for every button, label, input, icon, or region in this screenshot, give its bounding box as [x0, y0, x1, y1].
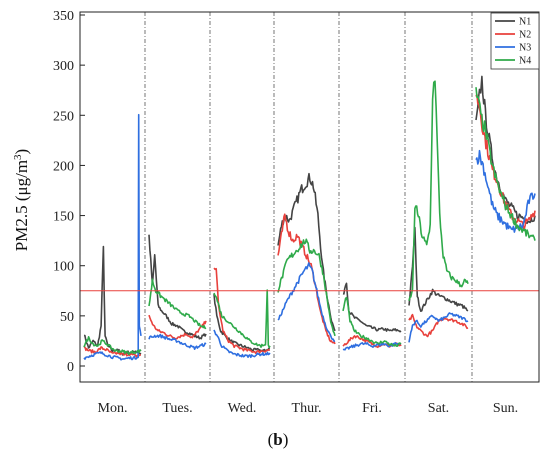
series-line-n2: [83, 346, 141, 358]
series-line-n4: [475, 87, 536, 241]
plot-content: [80, 12, 539, 382]
series-line-n2: [213, 267, 271, 355]
series-line-n3: [277, 262, 336, 343]
x-tick-label: Tues.: [162, 401, 192, 416]
series-line-n4: [342, 296, 402, 348]
series-line-n3: [213, 329, 271, 359]
legend-label-n3: N3: [519, 43, 531, 54]
figure-caption: (b): [268, 430, 289, 449]
series-line-n1: [408, 226, 469, 313]
y-tick-label: 0: [67, 360, 74, 375]
y-tick-label: 250: [53, 109, 74, 124]
series-line-n4: [277, 238, 336, 337]
series-line-n4: [408, 80, 469, 301]
x-tick-label: Sat.: [428, 401, 449, 416]
legend: N1 N2 N3 N4: [490, 12, 540, 70]
legend-label-n2: N2: [519, 30, 531, 41]
plot-frame: [79, 11, 540, 383]
legend-label-n1: N1: [519, 17, 531, 28]
x-tick-label: Wed.: [228, 401, 257, 416]
series-line-n1: [148, 234, 207, 340]
series-line-n3: [148, 333, 207, 351]
y-tick-label: 300: [53, 59, 74, 74]
x-tick-label: Sun.: [493, 401, 518, 416]
series-line-n4: [213, 289, 271, 349]
x-tick-label: Mon.: [98, 401, 128, 416]
x-tick-label: Thur.: [292, 401, 322, 416]
y-tick-label: 150: [53, 210, 74, 225]
y-axis: 0 50 100 150 200 250 300 350: [53, 9, 85, 375]
series-line-n1: [342, 282, 402, 333]
series-line-n2: [148, 314, 207, 340]
y-tick-label: 50: [60, 310, 74, 325]
series-line-n3: [475, 149, 536, 233]
series-line-n2: [408, 313, 469, 338]
y-tick-label: 350: [53, 9, 74, 24]
y-tick-label: 100: [53, 260, 74, 275]
y-tick-label: 200: [53, 159, 74, 174]
series-line-n4: [148, 278, 207, 330]
series-line-n4: [83, 335, 142, 356]
series-line-n2: [277, 213, 336, 345]
series-line-n3: [408, 312, 469, 343]
x-tick-label: Fri.: [362, 401, 382, 416]
y-axis-title: PM2.5 (μg/m3): [12, 149, 31, 251]
x-axis: Mon. Tues. Wed. Thur. Fri. Sat. Sun.: [98, 401, 519, 416]
series-line-n3: [83, 113, 142, 361]
legend-label-n4: N4: [519, 56, 531, 67]
